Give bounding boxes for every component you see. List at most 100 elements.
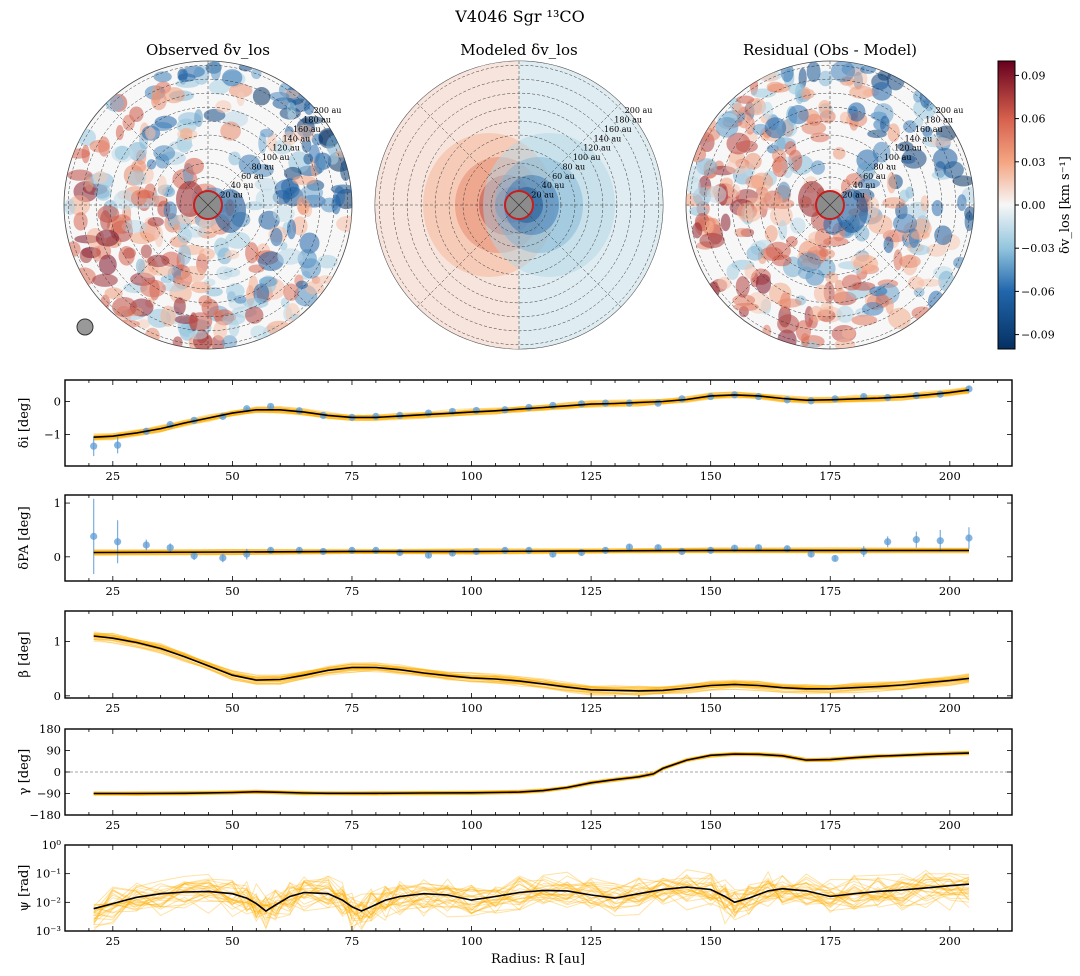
data-point xyxy=(219,554,227,562)
panel-delta_pa: 25 50 75 100 125 150 175 200 1 0 δPA [deg] xyxy=(17,494,1013,598)
ring-label: 20 au xyxy=(842,191,865,200)
ring-label: 180 au xyxy=(925,116,953,125)
ring-label: 120 au xyxy=(894,144,922,153)
y-axis-label: δi [deg] xyxy=(17,398,32,449)
posterior-sample xyxy=(93,387,970,437)
data-point xyxy=(525,403,533,412)
x-tick-label: 75 xyxy=(345,469,360,483)
y-tick-label: −180 xyxy=(29,808,61,822)
x-tick-label: 175 xyxy=(819,701,841,715)
data-point xyxy=(860,547,868,556)
posterior-sample xyxy=(93,877,970,917)
x-tick-label: 50 xyxy=(225,584,240,598)
posterior-sample xyxy=(93,873,970,924)
posterior-sample xyxy=(93,636,970,692)
ring-label: 20 au xyxy=(531,191,554,200)
x-tick-label: 50 xyxy=(225,818,240,832)
posterior-sample xyxy=(93,638,970,694)
posterior-sample xyxy=(93,392,970,440)
colorbar-tick-label: 0.00 xyxy=(1021,199,1046,212)
panel-gamma: 25 50 75 100 125 150 175 200 180 90 0 −90 −180 γ [deg… xyxy=(17,722,1013,832)
data-point xyxy=(936,537,944,545)
x-tick-label: 75 xyxy=(345,584,360,598)
map-title-residual: Residual (Obs - Model) xyxy=(743,41,917,59)
y-tick-label: 10⁰ xyxy=(42,838,62,852)
y-axis-label: δPA [deg] xyxy=(17,506,32,569)
ring-label: 20 au xyxy=(220,191,243,200)
data-point xyxy=(424,409,433,417)
posterior-sample xyxy=(93,632,970,691)
posterior-sample xyxy=(93,632,970,689)
posterior-sample xyxy=(93,879,970,921)
x-tick-label: 75 xyxy=(345,701,360,715)
data-point xyxy=(472,406,480,415)
x-tick-label: 100 xyxy=(461,469,483,483)
x-tick-label: 50 xyxy=(225,701,240,715)
x-tick-label: 125 xyxy=(580,469,602,483)
posterior-sample xyxy=(93,753,970,796)
ring-label: 120 au xyxy=(272,144,300,153)
colorbar-tick-label: −0.09 xyxy=(1021,329,1055,342)
x-tick-label: 25 xyxy=(106,469,121,483)
ring-label: 100 au xyxy=(262,153,290,162)
panel-beta: 25 50 75 100 125 150 175 200 1 0 β [deg] xyxy=(17,610,1013,715)
posterior-sample xyxy=(93,876,970,929)
y-axis-label: ψ [rad] xyxy=(17,865,32,912)
x-tick-label: 200 xyxy=(939,469,961,483)
x-tick-label: 25 xyxy=(106,701,121,715)
model-line xyxy=(93,752,970,795)
x-tick-label: 25 xyxy=(106,818,121,832)
x-tick-label: 150 xyxy=(700,584,722,598)
model-line xyxy=(93,883,970,912)
posterior-sample xyxy=(93,638,970,695)
data-point xyxy=(448,549,457,557)
x-tick-label: 175 xyxy=(819,818,841,832)
ring-label: 140 au xyxy=(594,134,622,143)
ring-label: 60 au xyxy=(552,172,575,181)
posterior-sample xyxy=(93,873,970,911)
data-point xyxy=(678,395,686,403)
y-tick-label: 1 xyxy=(54,496,61,510)
x-tick-label: 50 xyxy=(225,934,240,948)
data-point xyxy=(625,543,633,551)
x-tick-label: 25 xyxy=(106,934,121,948)
x-tick-label: 100 xyxy=(461,934,483,948)
data-point xyxy=(783,396,791,404)
ring-label: 60 au xyxy=(863,172,886,181)
data-point xyxy=(501,546,509,554)
y-axis-label: β [deg] xyxy=(17,631,32,677)
map-title-observed: Observed δv_los xyxy=(146,41,270,59)
posterior-sample xyxy=(93,878,969,916)
ring-label: 160 au xyxy=(604,125,632,134)
x-tick-label: 200 xyxy=(939,701,961,715)
data-point xyxy=(190,552,198,560)
data-point xyxy=(267,402,275,411)
x-tick-label: 200 xyxy=(939,818,961,832)
data-point xyxy=(912,536,920,544)
posterior-sample xyxy=(93,753,970,796)
posterior-sample xyxy=(93,392,970,441)
ring-label: 60 au xyxy=(241,172,264,181)
data-point xyxy=(654,399,662,407)
data-point xyxy=(884,538,892,546)
beam-ellipse xyxy=(76,318,94,336)
x-axis-label: Radius: R [au] xyxy=(491,952,585,967)
y-tick-label: 0 xyxy=(54,550,61,564)
ring-label: 160 au xyxy=(293,125,321,134)
panel-frame xyxy=(64,844,1013,932)
posterior-sample xyxy=(93,631,970,689)
posterior-sample xyxy=(93,393,970,441)
ring-label: 100 au xyxy=(573,153,601,162)
posterior-sample xyxy=(93,636,970,693)
data-point xyxy=(654,544,662,552)
y-tick-label: 180 xyxy=(39,722,61,736)
data-point xyxy=(166,544,174,552)
colorbar-tick-label: −0.06 xyxy=(1021,285,1055,298)
posterior-sample xyxy=(93,876,970,931)
posterior-sample xyxy=(93,873,970,923)
y-tick-label: −90 xyxy=(37,787,61,801)
y-tick-label: 90 xyxy=(46,744,61,758)
